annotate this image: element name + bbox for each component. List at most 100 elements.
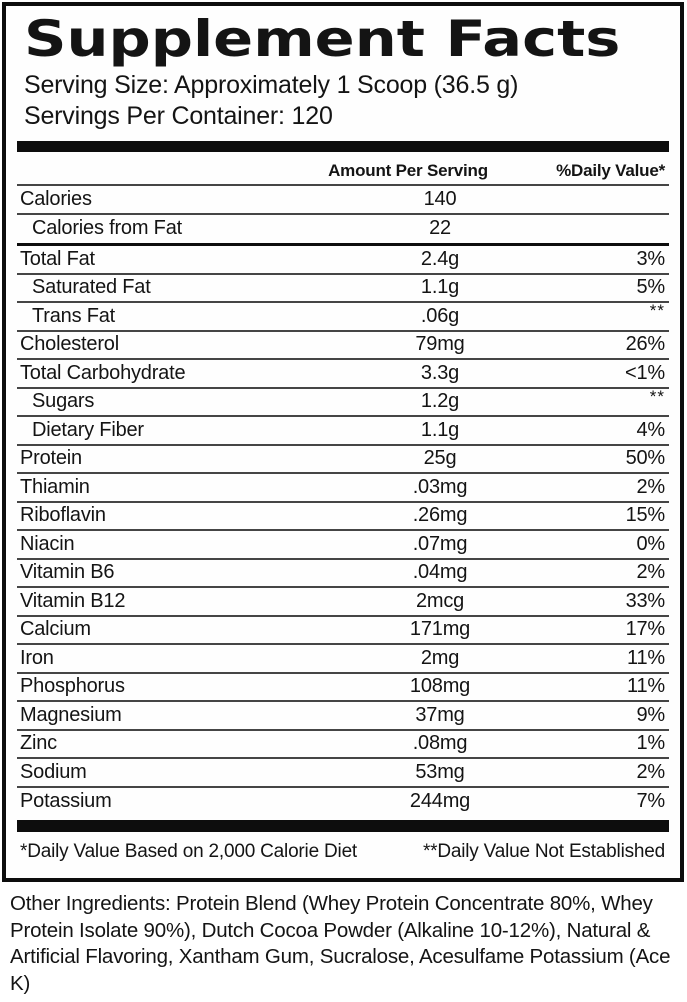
row-dv: ** [649,301,665,321]
row-amount: 2.4g [420,247,460,270]
serving-size: Serving Size: Approximately 1 Scoop (36.… [24,71,519,99]
row-dv: 3% [636,247,665,270]
row-dv: 11% [627,675,665,698]
row-name: Calcium [20,618,91,641]
row-dv: 5% [636,276,665,299]
row-amount: 2mcg [415,589,465,612]
row-dv: 26% [625,333,666,356]
divider-medium [17,243,669,246]
row-dv: 1% [636,732,665,755]
row-amount: .07mg [412,532,468,555]
servings-per-container: Servings Per Container: 120 [24,102,333,130]
row-dv: <1% [625,361,665,384]
table-row: Total Carbohydrate 3.3g <1% [17,360,669,389]
row-name: Total Fat [20,247,95,270]
row-name: Cholesterol [20,333,119,356]
table-row: Thiamin .03mg 2% [17,474,669,503]
table-row: Magnesium 37mg 9% [17,702,669,731]
footnotes: *Daily Value Based on 2,000 Calorie Diet… [17,832,669,863]
row-dv: 17% [625,618,666,641]
row-name: Zinc [20,732,57,755]
row-amount: 53mg [415,760,465,783]
row-name: Trans Fat [32,304,116,327]
nutrients-section: Total Fat 2.4g 3% Saturated Fat 1.1g 5% Trans … [17,246,669,816]
not-established-footnote: **Daily Value Not Established [422,841,665,862]
table-row: Total Fat 2.4g 3% [17,246,669,275]
table-row: Calories from Fat 22 [17,215,669,244]
column-headers: Amount Per Serving %Daily Value* [17,152,669,186]
other-ingredients: Other Ingredients: Protein Blend (Whey P… [10,892,671,995]
row-dv: 0% [636,532,665,555]
row-amount: .26mg [412,504,468,527]
table-row: Riboflavin .26mg 15% [17,503,669,531]
row-name: Riboflavin [20,504,106,527]
row-dv: 2% [636,561,665,584]
table-row: Trans Fat .06g ** [17,301,669,332]
row-amount: 171mg [409,618,471,641]
table-row: Sodium 53mg 2% [17,759,669,788]
row-name: Thiamin [20,475,90,498]
row-amount: 1.1g [420,276,460,299]
row-amount: 108mg [409,675,471,698]
row-name: Niacin [20,532,75,555]
row-name: Protein [20,447,82,470]
table-row: Niacin .07mg 0% [17,531,669,560]
daily-value-header: %Daily Value* [556,161,665,180]
table-row: Iron 2mg 11% [17,645,669,674]
table-row: Sugars 1.2g ** [17,386,669,417]
row-name: Dietary Fiber [32,418,144,441]
row-name: Total Carbohydrate [20,361,186,384]
table-row: Saturated Fat 1.1g 5% [17,275,669,303]
row-name: Phosphorus [20,675,125,698]
row-amount: 22 [429,217,451,240]
row-name: Saturated Fat [32,276,151,299]
label-title: Supplement Facts [24,10,621,68]
row-dv: 50% [625,447,666,470]
row-dv: 15% [625,504,666,527]
row-name: Vitamin B6 [20,561,115,584]
row-amount: 140 [423,187,457,210]
table-row: Dietary Fiber 1.1g 4% [17,417,669,446]
table-row: Cholesterol 79mg 26% [17,332,669,360]
row-name: Sugars [32,390,95,413]
row-amount: 1.1g [420,418,460,441]
amount-per-serving-header: Amount Per Serving [328,161,488,180]
row-amount: .06g [420,304,460,327]
daily-value-footnote: *Daily Value Based on 2,000 Calorie Diet [20,841,358,862]
row-dv: 9% [636,703,665,726]
row-amount: 3.3g [420,361,460,384]
table-row: Potassium 244mg 7% [17,788,669,817]
row-dv: 2% [636,760,665,783]
row-name: Calories [20,187,92,210]
row-name: Iron [20,646,54,669]
row-name: Calories from Fat [32,217,182,240]
row-dv: 2% [636,475,665,498]
row-amount: .03mg [412,475,468,498]
row-name: Magnesium [20,703,122,726]
row-dv: ** [649,386,665,406]
row-amount: 2mg [420,646,460,669]
table-row: Zinc .08mg 1% [17,731,669,759]
row-name: Potassium [20,790,112,813]
table-row: Protein 25g 50% [17,446,669,474]
row-dv: 11% [627,646,665,669]
row-name: Sodium [20,760,87,783]
row-name: Vitamin B12 [20,589,126,612]
row-amount: 37mg [415,703,465,726]
facts-table: Amount Per Serving %Daily Value* Calorie… [17,141,669,863]
row-amount: 244mg [409,790,471,813]
table-row: Vitamin B12 2mcg 33% [17,588,669,617]
row-amount: .04mg [412,561,468,584]
divider-thick-top [17,141,669,152]
table-row: Calcium 171mg 17% [17,617,669,645]
calories-section: Calories 140 Calories from Fat 22 [17,186,669,243]
table-row: Phosphorus 108mg 11% [17,674,669,702]
row-amount: 1.2g [420,390,460,413]
row-amount: 25g [423,447,457,470]
row-amount: 79mg [415,333,465,356]
divider-thick-bottom [17,820,669,832]
row-dv: 4% [636,418,665,441]
row-amount: .08mg [412,732,468,755]
supplement-facts-label: Supplement Facts Serving Size: Approxima… [2,2,684,882]
table-row: Vitamin B6 .04mg 2% [17,560,669,588]
